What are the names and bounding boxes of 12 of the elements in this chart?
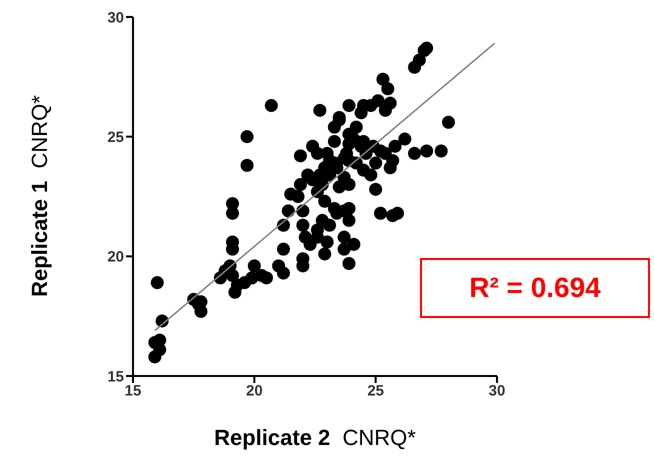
text-box: R² = 0.694 bbox=[420, 258, 650, 318]
x-axis-title: Replicate 2 CNRQ* bbox=[214, 425, 416, 450]
y-tick-label: 15 bbox=[107, 368, 124, 386]
y-axis-title: Replicate 1 CNRQ* bbox=[27, 95, 52, 297]
y-tick-label: 30 bbox=[107, 9, 124, 26]
y-tick-label: 25 bbox=[107, 128, 124, 146]
x-tick-label: 15 bbox=[124, 382, 142, 400]
x-tick-label: 20 bbox=[246, 382, 263, 400]
annotation: R² = 0.694 bbox=[469, 272, 601, 304]
x-tick-label: 30 bbox=[488, 382, 506, 400]
y-tick-label: 20 bbox=[107, 248, 124, 266]
x-tick-label: 25 bbox=[367, 382, 384, 400]
